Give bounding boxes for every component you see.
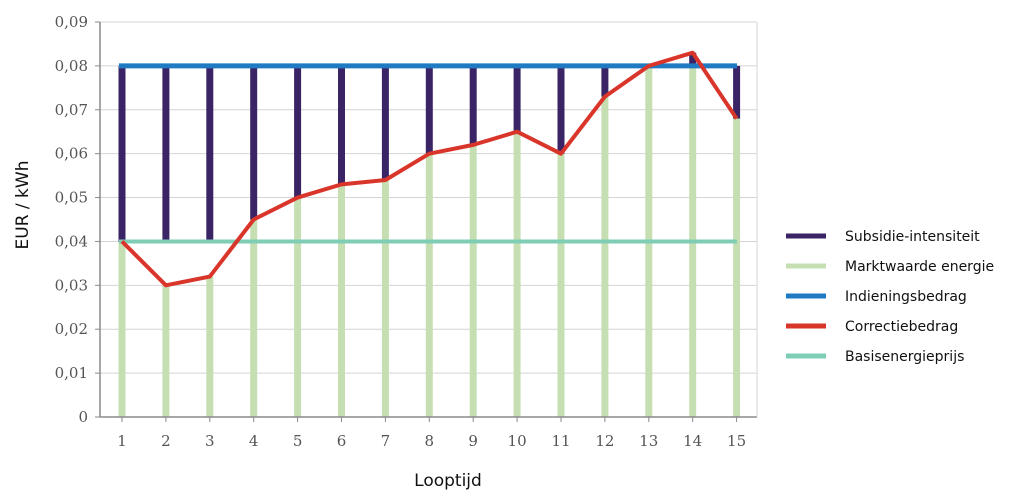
y-tick-label: 0,07 <box>55 101 88 119</box>
legend-label: Basisenergieprijs <box>845 349 964 365</box>
y-tick-label: 0,05 <box>55 189 88 207</box>
bar-marktwaarde-12 <box>601 96 609 417</box>
bar-subsidie-2 <box>162 65 170 242</box>
x-tick-label: 15 <box>727 432 746 450</box>
y-tick-label: 0,02 <box>55 320 88 338</box>
x-tick-label: 1 <box>117 432 127 450</box>
x-tick-label: 10 <box>508 432 527 450</box>
bar-marktwaarde-15 <box>733 118 741 418</box>
y-tick-label: 0,03 <box>55 276 88 294</box>
bar-subsidie-15 <box>733 65 741 119</box>
subsidie-bars <box>118 52 741 242</box>
bar-subsidie-14 <box>689 52 697 66</box>
bar-subsidie-1 <box>118 65 126 242</box>
legend-label: Correctiebedrag <box>845 319 958 335</box>
bar-marktwaarde-2 <box>162 285 170 417</box>
bar-marktwaarde-4 <box>250 219 258 417</box>
bar-subsidie-10 <box>513 65 521 132</box>
bar-marktwaarde-5 <box>294 197 302 417</box>
bar-subsidie-5 <box>294 65 302 198</box>
x-tick-label: 14 <box>683 432 702 450</box>
legend: Subsidie-intensiteit Marktwaarde energie I… <box>786 229 994 365</box>
bar-subsidie-9 <box>469 65 477 145</box>
bar-subsidie-7 <box>381 65 389 180</box>
y-tick-label: 0,08 <box>55 57 88 75</box>
x-tick-label: 6 <box>337 432 347 450</box>
bar-marktwaarde-3 <box>206 276 214 417</box>
bar-subsidie-4 <box>250 65 258 220</box>
x-tick-label: 12 <box>595 432 614 450</box>
bar-marktwaarde-11 <box>557 153 565 417</box>
bar-subsidie-11 <box>557 65 565 154</box>
y-axis-title: EUR / kWh <box>13 161 33 250</box>
y-tick-label: 0,09 <box>55 13 88 31</box>
x-tick-label: 13 <box>639 432 658 450</box>
x-tick-label: 5 <box>293 432 303 450</box>
tick-labels: 00,010,020,030,040,050,060,070,080,091 2 3… <box>55 13 747 450</box>
y-tick-label: 0,06 <box>55 145 88 163</box>
x-tick-label: 3 <box>205 432 215 450</box>
bar-marktwaarde-6 <box>338 184 345 417</box>
bar-marktwaarde-1 <box>118 241 126 417</box>
x-tick-label: 2 <box>161 432 171 450</box>
bar-subsidie-3 <box>206 65 214 242</box>
bar-subsidie-8 <box>425 65 433 154</box>
bar-marktwaarde-10 <box>513 131 521 417</box>
y-tick-label: 0,04 <box>55 232 88 250</box>
x-tick-label: 4 <box>249 432 259 450</box>
bar-marktwaarde-8 <box>425 153 433 417</box>
line-correctiebedrag <box>120 50 739 288</box>
x-axis-title: Looptijd <box>414 471 482 491</box>
x-tick-label: 8 <box>425 432 435 450</box>
y-tick-label: 0 <box>78 408 88 426</box>
series-lines <box>119 50 739 288</box>
x-tick-label: 11 <box>551 432 570 450</box>
bar-marktwaarde-9 <box>469 144 477 417</box>
legend-label: Subsidie-intensiteit <box>845 229 980 245</box>
x-tick-label: 9 <box>468 432 478 450</box>
legend-label: Indieningsbedrag <box>845 289 967 305</box>
bar-marktwaarde-14 <box>689 52 697 417</box>
bar-subsidie-6 <box>338 65 345 185</box>
y-tick-label: 0,01 <box>55 364 88 382</box>
legend-label: Marktwaarde energie <box>845 259 994 275</box>
bar-subsidie-12 <box>601 65 609 97</box>
x-tick-label: 7 <box>381 432 391 450</box>
bar-marktwaarde-7 <box>381 180 389 417</box>
